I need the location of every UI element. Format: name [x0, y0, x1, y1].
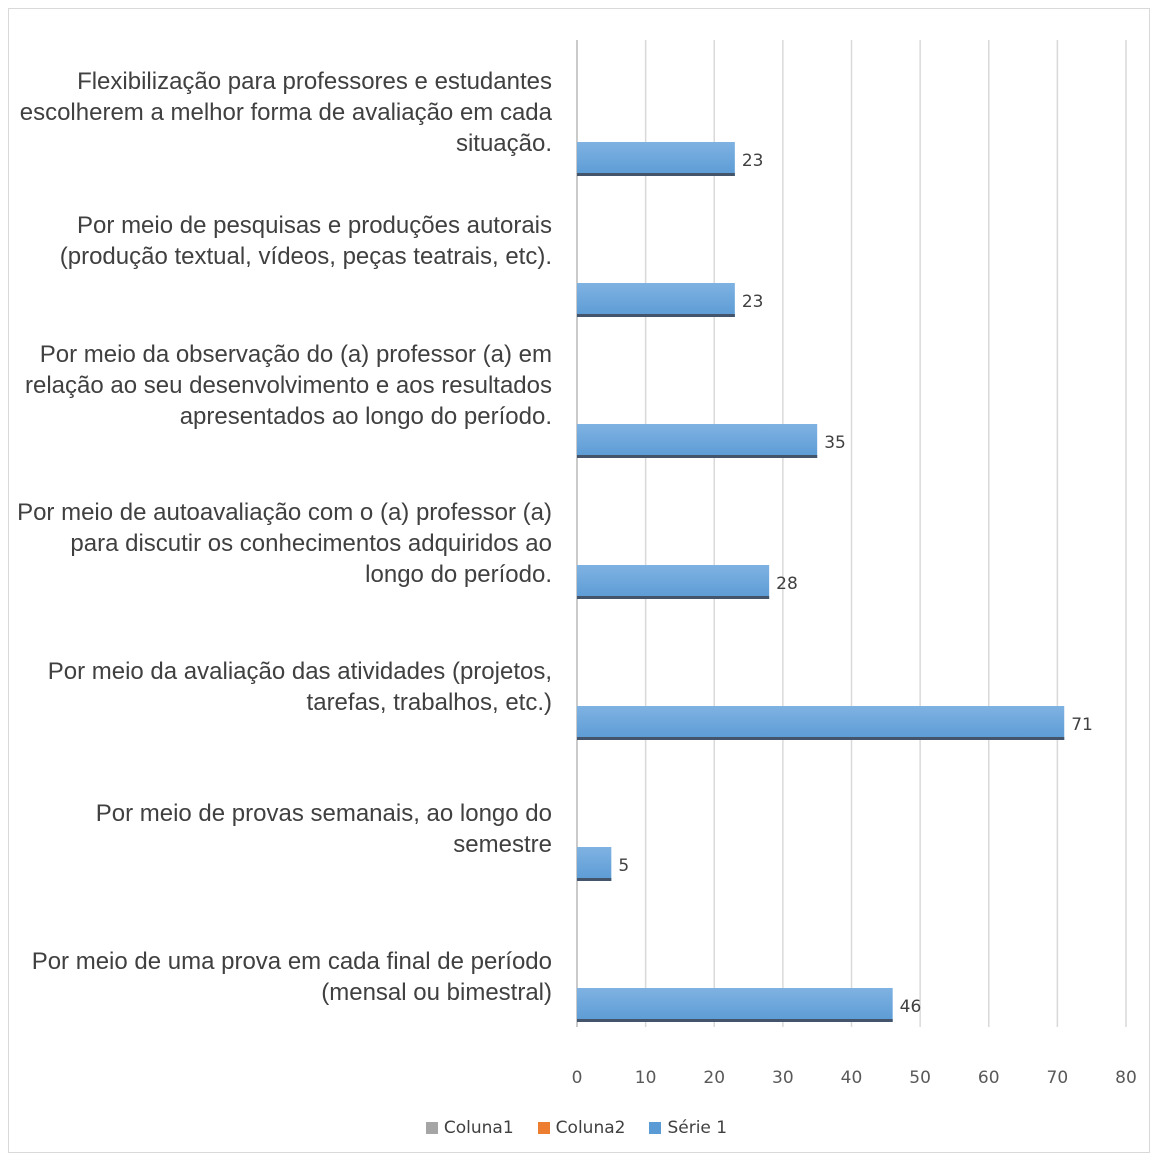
- data-label: 23: [742, 292, 764, 312]
- legend-swatch: [425, 1122, 438, 1134]
- x-tick-label: 60: [978, 1068, 1000, 1088]
- category-label: Por meio de autoavaliação com o (a) prof…: [17, 499, 552, 588]
- bar: [577, 142, 735, 176]
- x-tick-label: 20: [703, 1068, 725, 1088]
- legend-label: Coluna2: [555, 1118, 626, 1138]
- bar-edge: [577, 878, 612, 881]
- legend: Coluna1 Coluna2 Série 1: [0, 1116, 1153, 1140]
- category-label: Por meio da observação do (a) professor …: [25, 341, 552, 430]
- legend-label: Série 1: [667, 1118, 728, 1138]
- chart-frame: [8, 8, 1150, 1153]
- legend-item: Coluna2: [537, 1118, 626, 1138]
- x-tick-label: 10: [635, 1068, 657, 1088]
- legend-item: Coluna1: [425, 1118, 514, 1138]
- bar-edge: [577, 737, 1065, 740]
- x-tick-label: 0: [572, 1068, 583, 1088]
- legend-swatch: [649, 1122, 662, 1134]
- bar: [577, 847, 612, 881]
- data-label: 23: [742, 151, 764, 171]
- x-tick-label: 80: [1115, 1068, 1137, 1088]
- x-tick-label: 30: [772, 1068, 794, 1088]
- legend-swatch: [537, 1122, 550, 1134]
- data-label: 71: [1071, 715, 1093, 735]
- data-label: 5: [618, 856, 629, 876]
- x-tick-label: 40: [841, 1068, 863, 1088]
- legend-label: Coluna1: [443, 1118, 514, 1138]
- data-label: 28: [776, 574, 798, 594]
- bar: [577, 706, 1065, 740]
- bar-edge: [577, 455, 818, 458]
- bar: [577, 424, 818, 458]
- category-label: Por meio da avaliação das atividades (pr…: [47, 658, 552, 716]
- bar-edge: [577, 1019, 893, 1022]
- x-tick-label: 70: [1047, 1068, 1069, 1088]
- x-tick-label: 50: [909, 1068, 931, 1088]
- category-label: Por meio de pesquisas e produções autora…: [59, 212, 552, 270]
- bar-edge: [577, 173, 735, 176]
- data-label: 35: [824, 433, 846, 453]
- bar-edge: [577, 314, 735, 317]
- category-label: Por meio de provas semanais, ao longo do…: [95, 800, 552, 858]
- bar: [577, 988, 893, 1022]
- bar-edge: [577, 596, 770, 599]
- bar: [577, 283, 735, 317]
- data-label: 46: [900, 997, 922, 1017]
- category-label: Flexibilização para professores e estuda…: [19, 68, 552, 157]
- bar: [577, 565, 770, 599]
- legend-item: Série 1: [649, 1118, 727, 1138]
- category-label: Por meio de uma prova em cada final de p…: [31, 948, 552, 1006]
